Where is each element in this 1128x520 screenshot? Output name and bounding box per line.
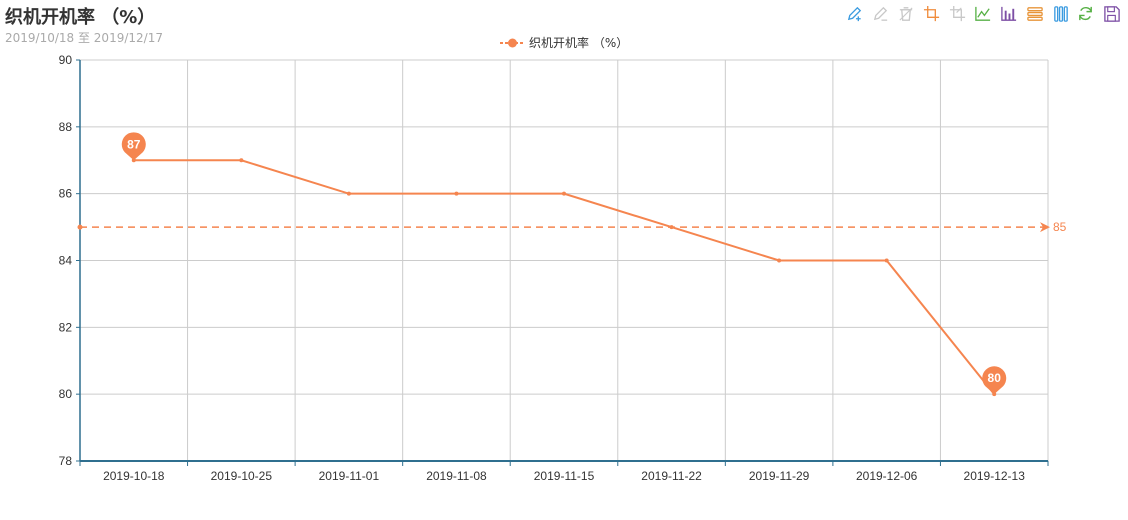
y-tick-label: 82 — [59, 320, 73, 334]
data-point — [777, 258, 782, 263]
y-tick-label: 78 — [59, 454, 73, 468]
x-tick-label: 2019-11-01 — [319, 469, 380, 483]
mark-line-start-symbol — [77, 224, 83, 230]
data-point — [454, 191, 459, 196]
data-point — [346, 191, 351, 196]
x-tick-label: 2019-12-13 — [964, 469, 1026, 483]
eraser-icon[interactable] — [871, 4, 891, 24]
data-point — [669, 225, 674, 230]
data-point — [884, 258, 889, 263]
x-tick-label: 2019-10-18 — [103, 469, 165, 483]
mark-line-label: 85 — [1053, 220, 1067, 234]
y-tick-label: 86 — [59, 187, 73, 201]
x-tick-label: 2019-12-06 — [856, 469, 918, 483]
save-icon[interactable] — [1102, 4, 1122, 24]
mark-line-arrow — [1040, 222, 1050, 233]
mark-point-label: 80 — [988, 371, 1002, 385]
y-tick-label: 90 — [59, 53, 73, 67]
x-tick-label: 2019-11-29 — [749, 469, 810, 483]
line-chart-icon[interactable] — [973, 4, 993, 24]
chart-title: 织机开机率 （%） — [5, 7, 156, 28]
bar-chart-icon[interactable] — [999, 4, 1019, 24]
x-tick-label: 2019-10-25 — [211, 469, 273, 483]
x-tick-label: 2019-11-22 — [641, 469, 702, 483]
y-tick-label: 84 — [59, 254, 73, 268]
legend-label: 织机开机率 （%） — [529, 36, 629, 50]
x-tick-label: 2019-11-15 — [534, 469, 595, 483]
refresh-icon[interactable] — [1076, 4, 1096, 24]
mark-point-pin[interactable] — [982, 366, 1007, 395]
chart-subtitle: 2019/10/18 至 2019/12/17 — [5, 31, 163, 45]
tiled-icon[interactable] — [1051, 4, 1071, 24]
trash-icon[interactable] — [896, 4, 916, 24]
mark-point-pin[interactable] — [121, 132, 146, 161]
legend-line-symbol — [500, 38, 525, 47]
y-tick-label: 88 — [59, 120, 73, 134]
zoom-select-icon[interactable] — [922, 4, 942, 24]
data-point — [239, 158, 244, 163]
data-point — [562, 191, 566, 196]
mark-point-label: 87 — [127, 137, 141, 151]
pen-plus-icon[interactable] — [845, 4, 865, 24]
y-tick-label: 80 — [59, 387, 73, 401]
stack-icon[interactable] — [1025, 4, 1045, 24]
zoom-reset-icon[interactable] — [948, 4, 968, 24]
toolbox — [845, 4, 1128, 24]
x-tick-label: 2019-11-08 — [426, 469, 487, 483]
legend[interactable]: 织机开机率 （%） — [500, 34, 628, 51]
